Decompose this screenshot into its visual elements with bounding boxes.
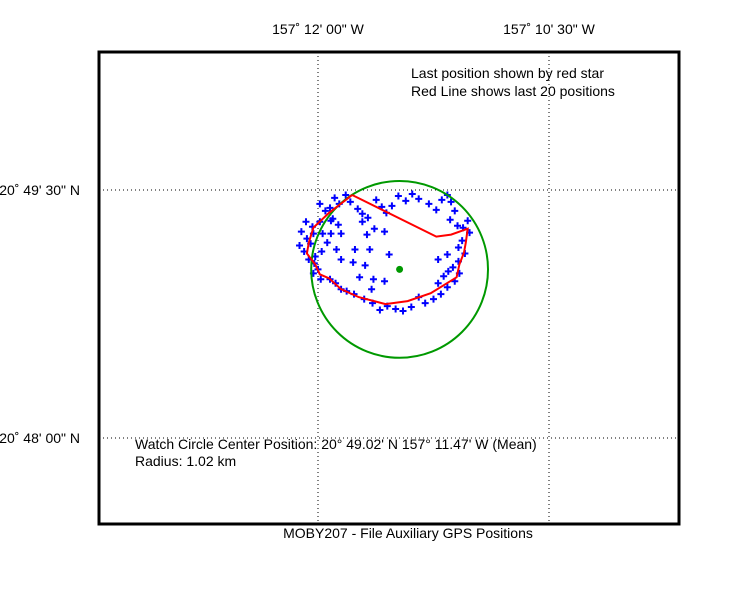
position-point [297, 228, 305, 236]
position-point [323, 239, 331, 247]
last-20-positions-line [305, 194, 469, 306]
position-point [337, 255, 345, 263]
position-point [454, 222, 462, 230]
position-point [385, 250, 393, 258]
y-tick-label: 20˚ 48' 00" N [0, 430, 80, 446]
annotation-last-position: Last position shown by red star [411, 65, 604, 81]
position-point [434, 279, 442, 287]
position-point [402, 197, 410, 205]
position-point [443, 250, 451, 258]
position-point [366, 246, 374, 254]
grid-lines [99, 52, 679, 524]
position-point [351, 246, 359, 254]
position-point [356, 273, 364, 281]
position-point [361, 261, 369, 269]
watch-circle-center-marker [396, 265, 404, 273]
position-point [443, 283, 451, 291]
position-point [392, 305, 400, 313]
position-point [447, 198, 455, 206]
position-point [354, 205, 362, 213]
position-point [372, 196, 380, 204]
position-point [451, 207, 459, 215]
position-point [440, 272, 448, 280]
position-point [321, 207, 329, 215]
position-point [358, 218, 366, 226]
position-point [363, 231, 371, 239]
position-point [458, 237, 466, 245]
chart-title: MOBY207 - File Auxiliary GPS Positions [283, 525, 533, 541]
position-point [317, 275, 325, 283]
watch-circle [310, 179, 490, 359]
x-tick-label: 157˚ 12' 00" W [272, 21, 364, 37]
watch-circle-center-text: Watch Circle Center Position: 20° 49.02'… [135, 436, 537, 452]
position-point [381, 228, 389, 236]
position-point [394, 192, 402, 200]
position-point [327, 230, 335, 238]
position-point [432, 206, 440, 214]
position-point [326, 204, 334, 212]
position-point [421, 299, 429, 307]
position-point [327, 217, 335, 225]
position-point [346, 198, 354, 206]
position-point [316, 200, 324, 208]
position-point [446, 216, 454, 224]
position-point [331, 194, 339, 202]
position-point [415, 195, 423, 203]
annotation-red-line: Red Line shows last 20 positions [411, 83, 615, 99]
x-tick-label: 157˚ 10' 30" W [503, 21, 595, 37]
position-point [337, 230, 345, 238]
position-point [358, 210, 366, 218]
plot-frame [97, 50, 681, 526]
position-point [376, 306, 384, 314]
position-point [449, 263, 457, 271]
position-point [318, 248, 326, 256]
position-point [296, 242, 304, 250]
tick-labels: 157˚ 12' 00" W 157˚ 10' 30" W 20˚ 49' 30" … [0, 21, 596, 446]
position-point [334, 221, 342, 229]
position-point [364, 214, 372, 222]
position-point [369, 275, 377, 283]
position-point [434, 255, 442, 263]
position-point [444, 267, 452, 275]
position-point [399, 307, 407, 315]
position-point [370, 225, 378, 233]
position-point [430, 295, 437, 303]
watch-circle-radius-text: Radius: 1.02 km [135, 453, 236, 469]
position-point [437, 290, 445, 298]
position-point [342, 191, 350, 199]
position-points [296, 190, 474, 315]
position-point [407, 303, 415, 311]
position-point [368, 285, 376, 293]
position-point [332, 246, 340, 254]
position-point [438, 196, 446, 204]
position-point [425, 200, 433, 208]
position-point [349, 258, 357, 266]
position-point [464, 217, 472, 225]
position-point [454, 244, 462, 252]
position-point [302, 218, 310, 226]
position-point [388, 202, 396, 210]
y-tick-label: 20˚ 49' 30" N [0, 182, 80, 198]
position-point [381, 277, 389, 285]
position-point [408, 190, 416, 198]
position-point [319, 230, 327, 238]
